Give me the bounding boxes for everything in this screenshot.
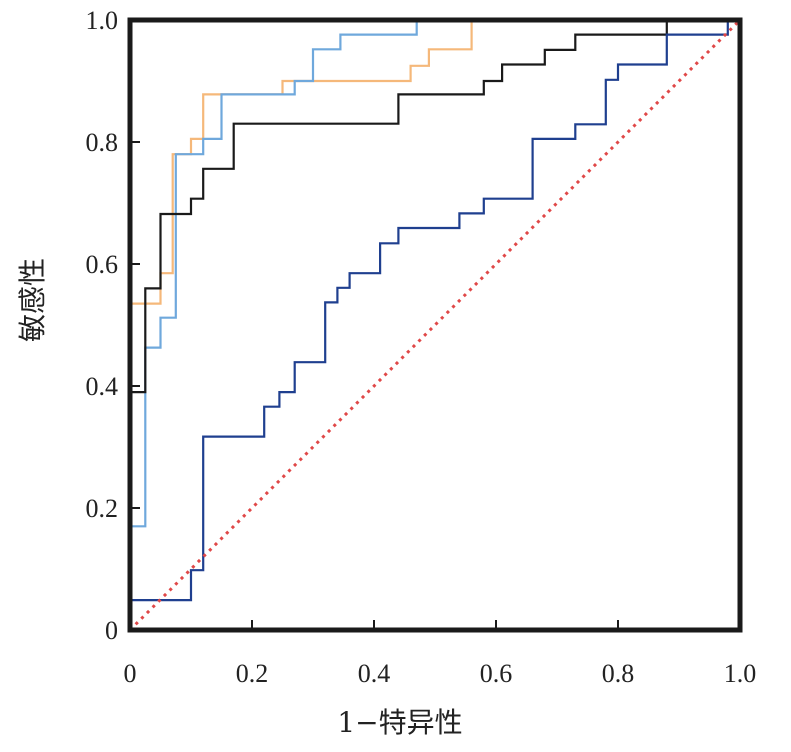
x-tick-label: 0.4 <box>358 659 391 688</box>
roc-curve-4 <box>128 18 740 630</box>
y-tick-label: 0 <box>105 616 118 645</box>
y-tick-label: 0.6 <box>86 250 119 279</box>
x-tick-label: 0.6 <box>480 659 513 688</box>
series-layer <box>128 18 742 632</box>
x-tick-label: 1.0 <box>724 659 757 688</box>
x-tick-label: 0 <box>124 659 137 688</box>
plot-frame <box>127 17 743 633</box>
roc-curve-2 <box>128 18 740 630</box>
y-tick-label: 0.2 <box>86 494 119 523</box>
x-tick-label: 0.2 <box>236 659 269 688</box>
x-tick-label: 0.8 <box>602 659 635 688</box>
y-tick-label: 1.0 <box>86 6 119 35</box>
y-tick-label: 0.4 <box>86 372 119 401</box>
x-axis-label: 1−特异性 <box>337 706 462 739</box>
tick-layer: 0 0.2 0.4 0.6 0.8 1.0 0 0.2 0.4 0.6 0.8 1.0 <box>86 6 757 688</box>
y-axis-label: 敏感性 <box>16 258 49 342</box>
y-tick-label: 0.8 <box>86 128 119 157</box>
roc-curve-3 <box>128 18 740 630</box>
